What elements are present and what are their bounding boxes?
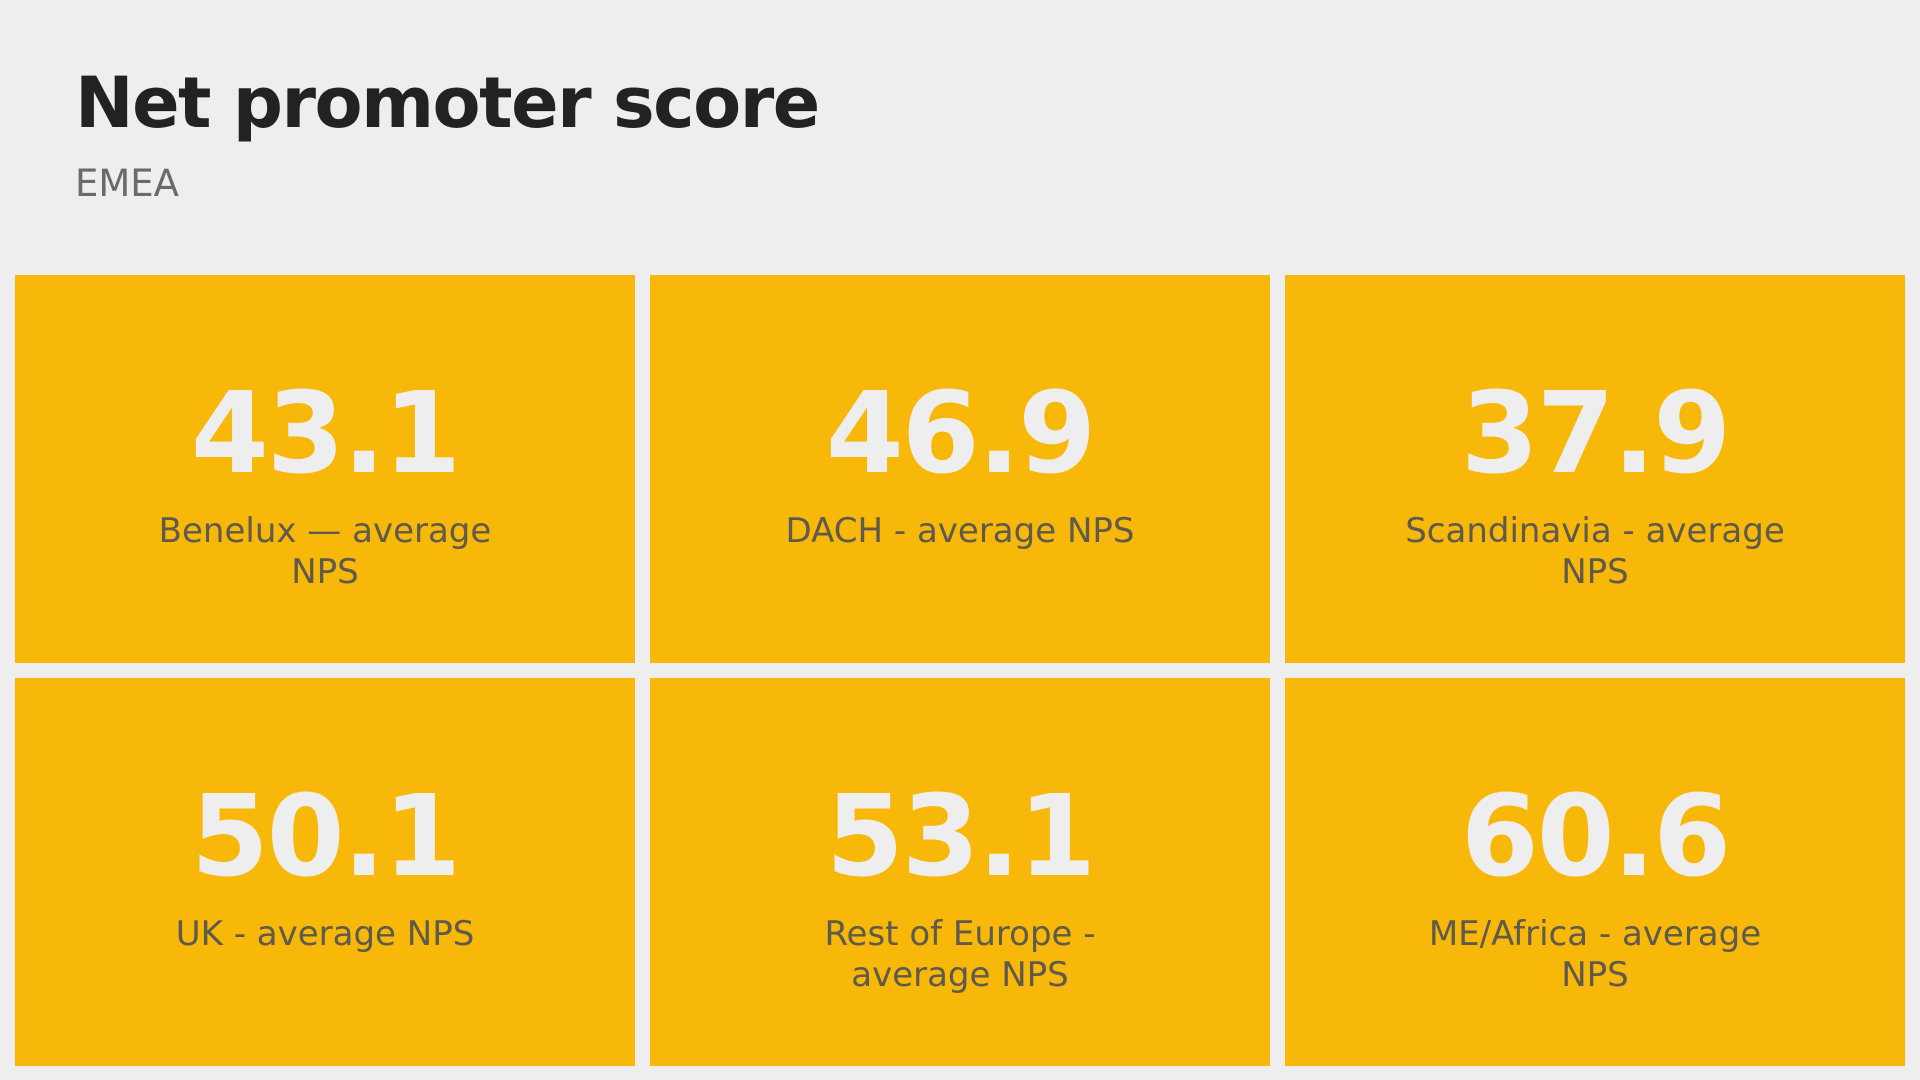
nps-card-rest-of-europe: 53.1 Rest of Europe - average NPS — [650, 678, 1270, 1066]
nps-value: 37.9 — [1460, 369, 1731, 499]
page-header: Net promoter score EMEA — [75, 62, 820, 206]
nps-card-uk: 50.1 UK - average NPS — [15, 678, 635, 1066]
nps-label: DACH - average NPS — [785, 511, 1135, 551]
nps-card-scandinavia: 37.9 Scandinavia - average NPS — [1285, 275, 1905, 663]
nps-value: 60.6 — [1460, 772, 1731, 902]
nps-label: Benelux — average NPS — [158, 511, 492, 592]
nps-card-dach: 46.9 DACH - average NPS — [650, 275, 1270, 663]
nps-value: 53.1 — [825, 772, 1096, 902]
nps-card-grid: 43.1 Benelux — average NPS 46.9 DACH - a… — [15, 275, 1905, 1066]
nps-card-me-africa: 60.6 ME/Africa - average NPS — [1285, 678, 1905, 1066]
nps-value: 46.9 — [825, 369, 1096, 499]
nps-card-benelux: 43.1 Benelux — average NPS — [15, 275, 635, 663]
page-subtitle: EMEA — [75, 162, 179, 205]
nps-label: Scandinavia - average NPS — [1405, 511, 1785, 592]
nps-value: 50.1 — [190, 772, 461, 902]
nps-label: UK - average NPS — [175, 914, 475, 954]
page-title: Net promoter score — [75, 62, 820, 144]
nps-value: 43.1 — [190, 369, 461, 499]
nps-label: ME/Africa - average NPS — [1428, 914, 1762, 995]
nps-label: Rest of Europe - average NPS — [824, 914, 1096, 995]
